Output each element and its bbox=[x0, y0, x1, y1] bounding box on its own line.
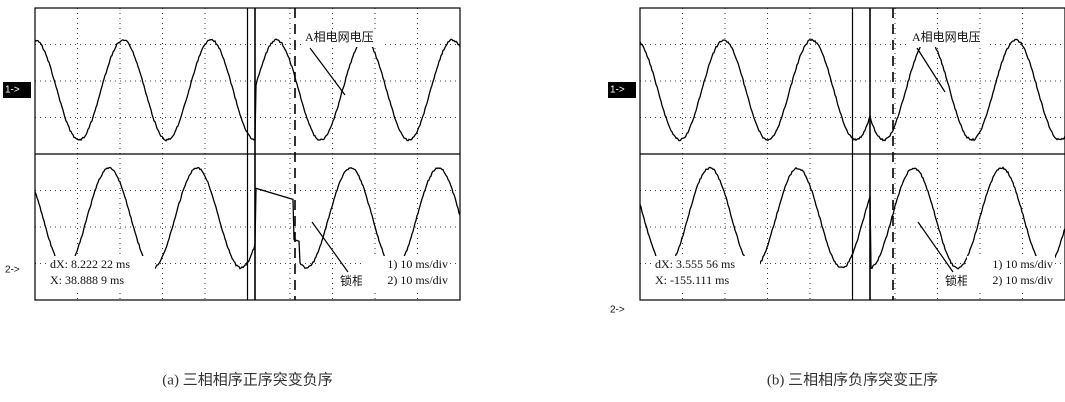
scale: 1) 10 ms/div bbox=[992, 257, 1053, 271]
readout: dX: 8.222 22 ms bbox=[50, 257, 130, 271]
scale: 1) 10 ms/div bbox=[387, 257, 448, 271]
caption: (b) 三相相序负序突变正序 bbox=[767, 371, 938, 388]
channel-marker: 2-> bbox=[5, 265, 20, 276]
scale: 2) 10 ms/div bbox=[992, 273, 1053, 287]
arrow bbox=[310, 48, 345, 95]
figure: 1->2->A相电网电压锁相相位dX: 8.222 22 msX: 38.888… bbox=[0, 0, 1065, 402]
caption: (a) 三相相序正序突变负序 bbox=[162, 371, 332, 388]
readout: dX: 3.555 56 ms bbox=[655, 257, 735, 271]
readout: X: -155.111 ms bbox=[655, 273, 729, 287]
scale: 2) 10 ms/div bbox=[387, 273, 448, 287]
annotation: A相电网电压 bbox=[912, 30, 981, 44]
annotation: A相电网电压 bbox=[305, 30, 374, 44]
channel-marker: 2-> bbox=[610, 305, 625, 316]
arrow bbox=[918, 222, 953, 272]
arrow bbox=[917, 48, 945, 92]
channel-marker: 1-> bbox=[5, 85, 20, 96]
channel-marker: 1-> bbox=[610, 85, 625, 96]
arrow bbox=[312, 222, 348, 272]
readout: X: 38.888 9 ms bbox=[50, 273, 124, 287]
